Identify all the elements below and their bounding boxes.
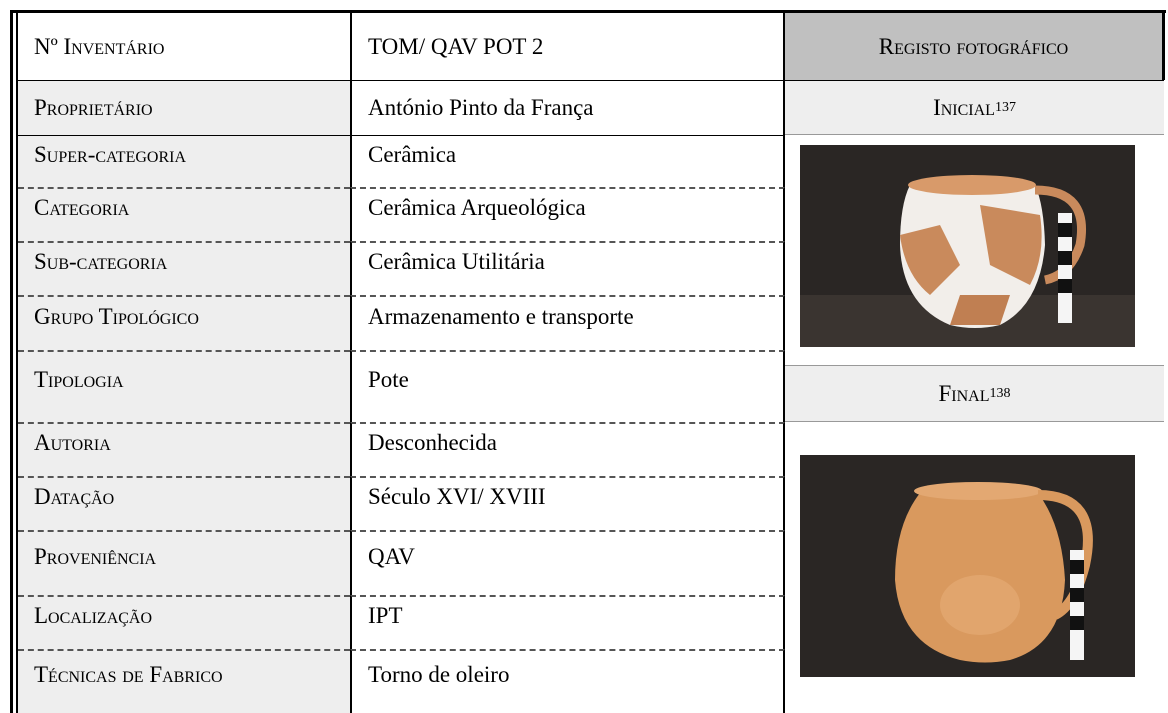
final-cell: Final 138 [785,365,1164,422]
final-label: Final [938,380,990,406]
field-label: Tipologia [18,350,350,422]
field-label: Nº Inventário [34,33,165,59]
field-value: QAV [350,530,785,595]
field-value: Desconhecida [350,422,785,476]
field-value: Armazenamento e transporte [350,295,785,350]
footnote-ref: 137 [994,99,1016,115]
field-label: Proveniência [18,530,350,595]
field-value: Cerâmica [350,135,785,187]
field-value: Cerâmica Arqueológica [350,187,785,241]
field-value: Século XVI/ XVIII [350,476,785,530]
field-label: Grupo Tipológico [18,295,350,350]
field-value: TOM/ QAV POT 2 [350,13,785,80]
field-value: Cerâmica Utilitária [350,241,785,295]
field-value: IPT [350,595,785,649]
right-border [1162,10,1165,80]
footnote-ref: 138 [989,385,1011,401]
photo-header: Registo fotográfico [878,33,1069,59]
initial-photo [800,145,1135,347]
field-label: Categoria [18,187,350,241]
field-label: Autoria [18,422,350,476]
field-label: Sub-categoria [18,241,350,295]
initial-cell: Inicial 137 [785,80,1164,135]
field-label: Localização [18,595,350,649]
initial-label: Inicial [933,94,995,120]
field-label: Datação [18,476,350,530]
left-border [10,12,13,713]
field-value: Torno de oleiro [350,649,785,713]
top-border [10,10,1166,13]
left-border [16,12,18,713]
field-label: Técnicas de Fabrico [18,649,350,713]
field-label: Proprietário [18,80,350,135]
final-photo [800,455,1135,677]
field-value: Pote [350,350,785,422]
photo-header-cell: Registo fotográfico [785,13,1162,80]
field-label: Super-categoria [18,135,350,187]
field-value: António Pinto da França [350,80,785,135]
